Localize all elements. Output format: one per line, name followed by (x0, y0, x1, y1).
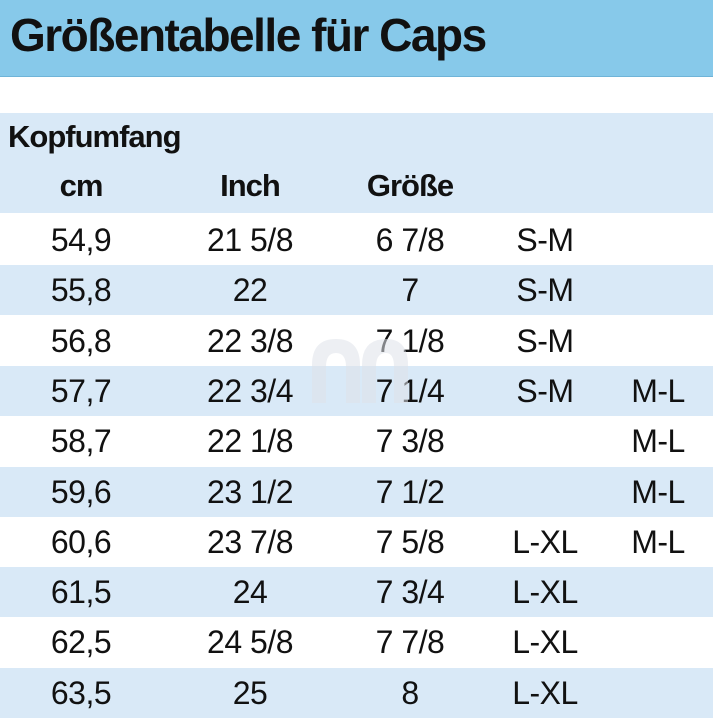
logo-watermark-icon (312, 339, 408, 403)
cell-size: 7 7/8 (375, 624, 445, 661)
table-row: 55,8 22 7 S-M (0, 265, 713, 316)
cell-cm: 62,5 (50, 624, 112, 661)
cell-cm: 55,8 (50, 272, 112, 309)
cell-cm: 60,6 (50, 523, 112, 560)
page-title: Größentabelle für Caps (10, 9, 487, 61)
cell-size: 7 (401, 272, 419, 309)
cell-cm: 63,5 (50, 674, 112, 711)
cell-cm: 56,8 (50, 322, 112, 359)
cell-size: 8 (401, 674, 419, 711)
table-row: 54,9 21 5/8 6 7/8 S-M (0, 215, 713, 265)
cell-fit-a: L-XL (512, 523, 578, 560)
cell-cm: 59,6 (50, 473, 112, 510)
table-header-band (0, 113, 713, 213)
column-header-inch: Inch (220, 168, 281, 203)
cell-fit-b: M-L (631, 372, 685, 409)
cell-fit-b: M-L (631, 473, 685, 510)
cell-size: 7 1/4 (375, 372, 445, 409)
cell-fit-a: L-XL (512, 674, 578, 711)
cell-fit-a: L-XL (512, 574, 578, 611)
cell-cm: 58,7 (50, 423, 112, 460)
cell-inch: 21 5/8 (207, 222, 293, 258)
column-header-size: Größe (366, 168, 454, 203)
cell-inch: 22 1/8 (207, 423, 293, 460)
cell-fit-a: S-M (516, 222, 574, 258)
cell-size: 7 1/2 (375, 473, 445, 510)
cell-inch: 24 5/8 (207, 624, 293, 661)
column-header-cm: cm (59, 168, 104, 203)
cell-inch: 23 7/8 (207, 523, 293, 560)
table-row: 62,5 24 5/8 7 7/8 L-XL (0, 617, 713, 667)
cell-inch: 22 3/8 (207, 322, 293, 359)
table-row: 59,6 23 1/2 7 1/2 M-L (0, 466, 713, 517)
title-bar (0, 0, 713, 77)
cell-cm: 57,7 (50, 372, 112, 409)
cell-inch: 23 1/2 (207, 473, 293, 510)
cell-cm: 54,9 (50, 222, 112, 258)
table-row: 61,5 24 7 3/4 L-XL (0, 567, 713, 618)
table-row: 63,5 25 8 L-XL (0, 667, 713, 718)
cell-fit-a: S-M (516, 322, 574, 359)
cell-size: 6 7/8 (375, 222, 445, 258)
cell-size: 7 3/8 (375, 423, 445, 460)
cell-size: 7 5/8 (375, 523, 445, 560)
cell-inch: 22 (232, 272, 268, 309)
cell-fit-a: S-M (516, 272, 574, 309)
cell-fit-b: M-L (631, 423, 685, 460)
cell-fit-b: M-L (631, 523, 685, 560)
cell-inch: 22 3/4 (207, 372, 293, 409)
cell-fit-a: S-M (516, 372, 574, 409)
cell-inch: 24 (232, 574, 268, 611)
cell-size: 7 3/4 (375, 574, 445, 611)
cell-inch: 25 (232, 674, 268, 711)
group-label-kopfumfang: Kopfumfang (8, 119, 182, 154)
cell-fit-a: L-XL (512, 624, 578, 661)
table-row: 58,7 22 1/8 7 3/8 M-L (0, 416, 713, 466)
table-row: 60,6 23 7/8 7 5/8 L-XL M-L (0, 517, 713, 567)
cell-cm: 61,5 (50, 574, 112, 611)
